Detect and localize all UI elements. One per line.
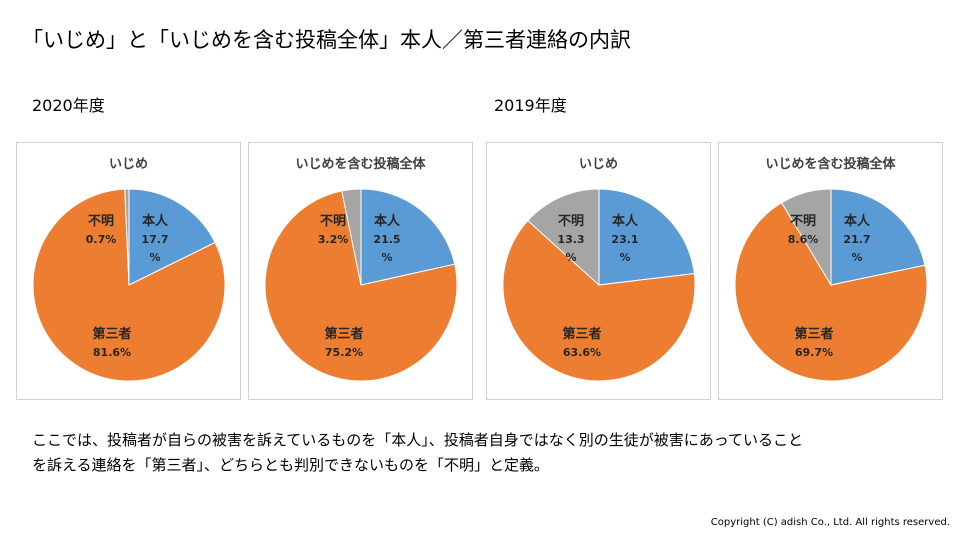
year-label-2020: 2020年度 [32,96,105,115]
slice-label-third: 第三者 [562,326,601,342]
pie-slice-third [32,188,226,382]
slice-value-self: 17.7 [141,233,168,246]
slice-value-unknown: 13.3 [557,233,584,246]
chart-title: いじめを含む投稿全体 [295,157,426,172]
slice-label-self: 本人 [142,213,169,229]
slice-value-self: 23.1 [611,233,638,246]
pie-slice-third [264,190,458,382]
slice-unit-self: % [619,251,630,264]
pie-chart-svg: 本人 23.1% 第三者 63.6% 不明 13.3% [502,188,696,382]
slice-label-self: 本人 [844,213,871,229]
pie-chart-panel-2020-ijime: いじめ 本人 17.7% 第三者 81.6% 不明 0.7% [16,142,241,400]
slice-unit-self: % [149,251,160,264]
slice-value-third: 75.2% [325,346,363,359]
slice-label-third: 第三者 [324,326,363,342]
pie-chart-svg: 本人 21.7% 第三者 69.7% 不明 8.6% [734,188,928,382]
pie-slice-unknown [341,188,362,286]
year-label-2019: 2019年度 [494,96,567,115]
slice-value-unknown: 0.7% [86,233,117,246]
pie-slice-unknown [124,188,130,286]
slice-label-unknown: 不明 [558,214,584,229]
slice-value-self: 21.7 [843,233,870,246]
copyright-text: Copyright (C) adish Co., Ltd. All rights… [710,517,950,528]
pie-chart-panel-2019-all: いじめを含む投稿全体 本人 21.7% 第三者 69.7% 不明 8.6% [718,142,943,400]
pie-chart-panel-2020-all: いじめを含む投稿全体 本人 21.5% 第三者 75.2% 不明 3.2% [248,142,473,400]
slice-value-unknown: 3.2% [318,233,349,246]
pie-chart-svg: 本人 17.7% 第三者 81.6% 不明 0.7% [32,188,226,382]
slice-unit-unknown: % [565,251,576,264]
pie-slice-unknown [780,188,832,287]
slice-value-third: 63.6% [563,346,601,359]
pie-slice-self [360,188,456,286]
pie-slice-third [502,219,696,382]
chart-title: いじめ [578,157,618,172]
slice-label-unknown: 不明 [88,214,114,229]
slice-value-third: 69.7% [795,346,833,359]
slice-label-third: 第三者 [794,326,833,342]
slice-label-third: 第三者 [92,326,131,342]
slice-label-self: 本人 [374,213,401,229]
pie-chart-svg: 本人 21.5% 第三者 75.2% 不明 3.2% [264,188,458,382]
pie-chart-panel-2019-ijime: いじめ 本人 23.1% 第三者 63.6% 不明 13.3% [486,142,711,400]
note-line: ここでは、投稿者が自らの被害を訴えているものを「本人」、投稿者自身ではなく別の生… [32,431,804,449]
chart-title: いじめを含む投稿全体 [765,157,896,172]
slice-label-self: 本人 [612,213,639,229]
note-line: を訴える連絡を「第三者」、どちらとも判別できないものを「不明」と定義。 [32,456,550,474]
pie-slice-third [734,201,928,382]
slice-label-unknown: 不明 [790,214,816,229]
slice-unit-self: % [851,251,862,264]
pie-slice-self [830,188,926,286]
slice-value-third: 81.6% [93,346,131,359]
pie-slice-unknown [527,188,600,287]
definition-note: ここでは、投稿者が自らの被害を訴えているものを「本人」、投稿者自身ではなく別の生… [32,428,942,478]
chart-title: いじめ [108,157,148,172]
slice-value-self: 21.5 [373,233,400,246]
slice-label-unknown: 不明 [320,214,346,229]
pie-slice-self [598,188,695,286]
page-title: 「いじめ」と「いじめを含む投稿全体」本人／第三者連絡の内訳 [22,28,631,52]
pie-slice-self [128,188,216,286]
slice-value-unknown: 8.6% [788,233,819,246]
slice-unit-self: % [381,251,392,264]
